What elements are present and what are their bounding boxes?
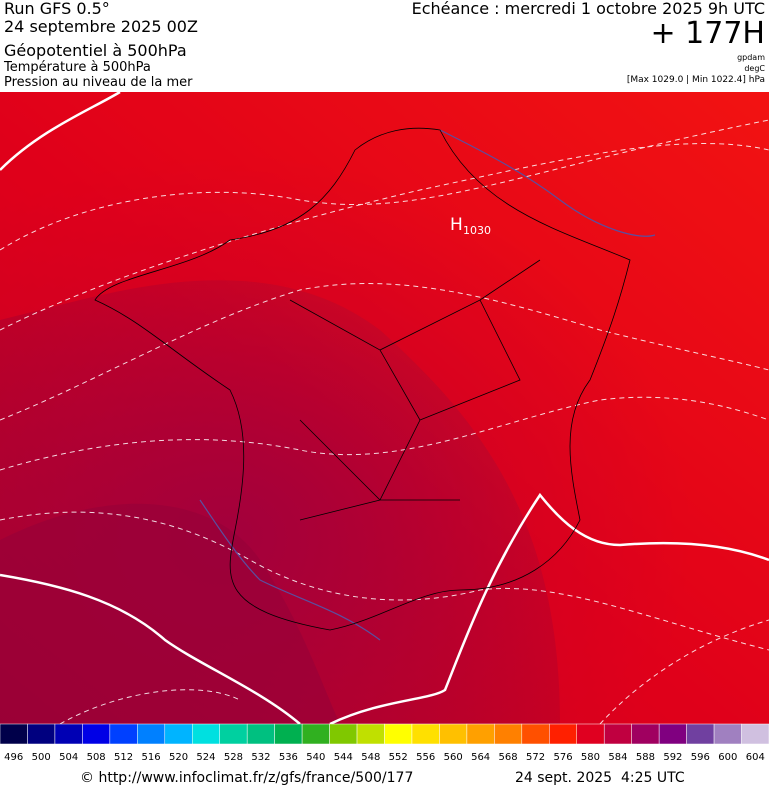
legend-swatch (631, 723, 660, 745)
legend-swatch (219, 723, 248, 745)
legend-label: 504 (59, 752, 78, 763)
legend-label: 548 (361, 752, 380, 763)
legend-label: 544 (334, 752, 353, 763)
footer: © http://www.infoclimat.fr/z/gfs/france/… (80, 770, 685, 786)
legend-label: 564 (471, 752, 490, 763)
legend-swatch (54, 723, 83, 745)
legend-label: 556 (416, 752, 435, 763)
run-date: 24 septembre 2025 00Z (4, 17, 198, 36)
legend-swatch (356, 723, 385, 745)
legend-swatch (549, 723, 577, 745)
legend-label: 536 (279, 752, 298, 763)
legend-swatch (466, 723, 495, 745)
forecast-time: Echéance : mercredi 1 octobre 2025 9h UT… (412, 0, 765, 18)
legend-swatch (603, 723, 632, 745)
legend-swatch (192, 723, 220, 745)
high-letter: H (450, 215, 463, 235)
legend-label: 528 (224, 752, 243, 763)
legend-label: 552 (389, 752, 408, 763)
legend-label: 524 (196, 752, 215, 763)
legend-label: 604 (746, 752, 765, 763)
legend-label: 596 (691, 752, 710, 763)
legend-label: 576 (553, 752, 572, 763)
legend-swatch (521, 723, 550, 745)
legend-swatch (384, 723, 413, 745)
legend-label: 592 (663, 752, 682, 763)
legend-label: 584 (608, 752, 627, 763)
legend-label: 572 (526, 752, 545, 763)
legend-swatch (0, 723, 28, 745)
legend-label: 580 (581, 752, 600, 763)
legend-swatch (411, 723, 440, 745)
field-3: Pression au niveau de la mer (4, 75, 193, 90)
legend-label: 512 (114, 752, 133, 763)
legend-label: 508 (87, 752, 106, 763)
legend-label: 520 (169, 752, 188, 763)
legend-label: 560 (444, 752, 463, 763)
legend-label: 500 (32, 752, 51, 763)
legend-swatch (301, 723, 330, 745)
legend-label: 496 (4, 752, 23, 763)
legend-swatch (658, 723, 687, 745)
run: Run GFS 0.5° (4, 0, 110, 18)
legend-swatch (713, 723, 742, 745)
legend-label: 540 (306, 752, 325, 763)
legend-swatch (274, 723, 303, 745)
unit-1: gpdam (737, 53, 765, 62)
legend-swatch (494, 723, 523, 745)
legend-swatch (109, 723, 138, 745)
legend-label: 588 (636, 752, 655, 763)
legend-label: 600 (718, 752, 737, 763)
legend-swatch (27, 723, 56, 745)
legend-swatch (164, 723, 193, 745)
field-2: Température à 500hPa (3, 60, 151, 75)
legend-swatch (137, 723, 166, 745)
legend-swatch (576, 723, 605, 745)
unit-3: [Max 1029.0 | Min 1022.4] hPa (627, 75, 765, 85)
date: 24 sept. 2025 4:25 UTC (515, 770, 685, 786)
legend-swatch (246, 723, 275, 745)
map: H 1030 (0, 90, 769, 726)
field-1: Géopotentiel à 500hPa (4, 41, 187, 60)
legend-swatch (686, 723, 715, 745)
high-value: 1030 (463, 224, 491, 237)
legend-swatch (439, 723, 468, 745)
legend-swatch (741, 723, 769, 745)
legend-label: 532 (251, 752, 270, 763)
legend-label: 516 (142, 752, 161, 763)
header: Run GFS 0.5° 24 septembre 2025 00Z Géopo… (3, 0, 765, 90)
legend: 496 500 504 508 512 516 520 524 528 532 536 540 544 5… (0, 723, 769, 763)
source: © http://www.infoclimat.fr/z/gfs/france/… (80, 770, 413, 786)
lead-time: + 177H (651, 16, 766, 51)
legend-label: 568 (499, 752, 518, 763)
legend-swatch (82, 723, 111, 745)
legend-swatch (329, 723, 358, 745)
unit-2: degC (744, 64, 765, 73)
